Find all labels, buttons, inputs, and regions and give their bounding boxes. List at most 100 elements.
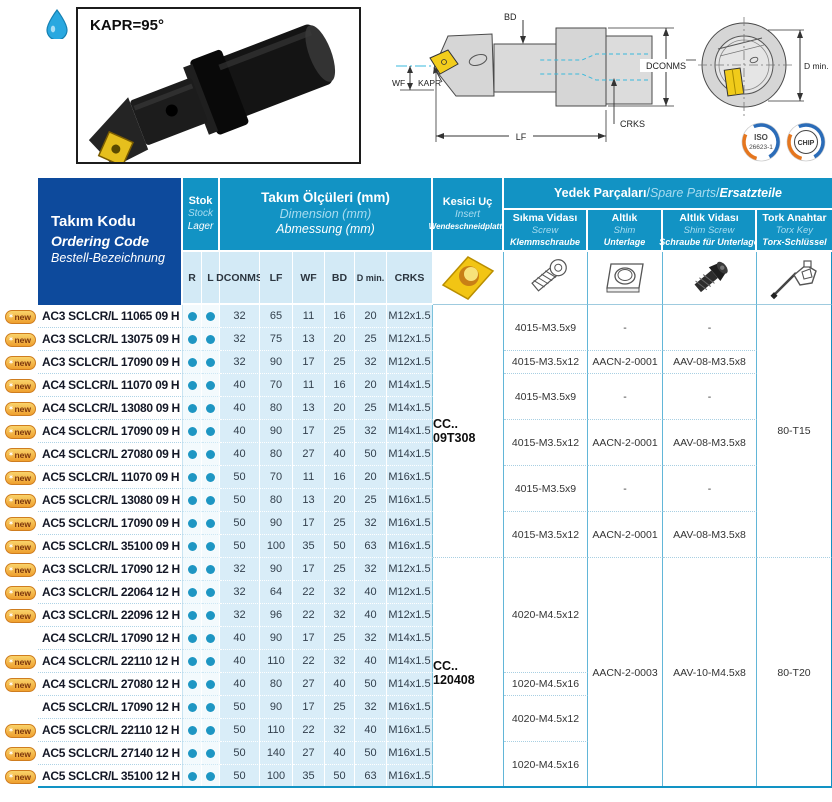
new-badge: ✶ new	[5, 493, 36, 508]
stock-dot	[187, 610, 197, 620]
stock-r-cell	[183, 420, 202, 443]
stock-l-cell	[202, 328, 220, 351]
stock-r-cell	[183, 489, 202, 512]
stock-dot	[206, 495, 215, 505]
row-code: AC3 SCLCR/L 13075 09 H	[38, 328, 183, 351]
dconms-value: 50	[220, 535, 260, 558]
stock-r-cell	[183, 604, 202, 627]
crks-value: M16x1.5	[387, 719, 433, 742]
stock-dot	[187, 702, 197, 712]
stock-dot	[206, 426, 215, 436]
col-header-lf: LF	[260, 252, 293, 305]
bd-value: 50	[325, 535, 355, 558]
lf-value: 90	[260, 351, 293, 374]
stock-dot	[187, 748, 197, 758]
new-badge-cell: ✶ new	[0, 328, 38, 351]
stock-l-cell	[202, 558, 220, 581]
row-code: AC3 SCLCR/L 17090 12 H	[38, 558, 183, 581]
new-badge-cell: ✶ new	[0, 397, 38, 420]
stock-dot	[206, 610, 215, 620]
dmin-value: 25	[355, 328, 387, 351]
stock-dot	[187, 334, 197, 344]
shim-column-header: Altlık Shim Unterlage	[588, 210, 663, 252]
bd-value: 32	[325, 719, 355, 742]
stock-l-cell	[202, 604, 220, 627]
torx-header-de: Torx-Schlüssel	[762, 236, 827, 247]
crks-value: M16x1.5	[387, 535, 433, 558]
wf-value: 13	[293, 489, 325, 512]
stock-r-cell	[183, 558, 202, 581]
shim-screw-value: AAV-08-M3.5x8	[663, 351, 757, 374]
stock-dot	[187, 403, 197, 413]
wf-value: 13	[293, 328, 325, 351]
crks-value: M12x1.5	[387, 328, 433, 351]
lf-value: 80	[260, 397, 293, 420]
new-badge-cell: ✶ new	[0, 351, 38, 374]
catalog-table: Takım Kodu Ordering Code Bestell-Bezeich…	[0, 178, 832, 788]
screw-value: 4020-M4.5x12	[504, 558, 588, 673]
crks-value: M14x1.5	[387, 627, 433, 650]
screw-value: 4015-M3.5x9	[504, 305, 588, 351]
dconms-value: 32	[220, 604, 260, 627]
stock-r-cell	[183, 765, 202, 788]
shim-screw-value: AAV-08-M3.5x8	[663, 420, 757, 466]
dconms-value: 40	[220, 397, 260, 420]
stock-dot	[206, 403, 215, 413]
bd-value: 50	[325, 765, 355, 788]
bd-value: 25	[325, 696, 355, 719]
wf-value: 17	[293, 351, 325, 374]
side-view-drawing: BD DCONMS WF KAPR LF CRKS	[392, 12, 696, 142]
dconms-value: 32	[220, 581, 260, 604]
col-header-dconms: DCONMS	[216, 252, 263, 305]
col-header-crks: CRKS	[387, 252, 433, 305]
dconms-value: 40	[220, 650, 260, 673]
stock-dot	[187, 495, 197, 505]
bd-value: 32	[325, 581, 355, 604]
iso-label: ISO	[754, 133, 768, 142]
torx-key-photo-icon	[770, 260, 817, 300]
dconms-value: 50	[220, 466, 260, 489]
lf-value: 140	[260, 742, 293, 765]
dconms-value: 40	[220, 420, 260, 443]
row-code: AC4 SCLCR/L 11070 09 H	[38, 374, 183, 397]
lf-value: 90	[260, 696, 293, 719]
lf-value: 100	[260, 535, 293, 558]
insert-code: CC.. 09T308	[433, 305, 504, 558]
lf-value: 80	[260, 443, 293, 466]
stock-r-cell	[183, 443, 202, 466]
crks-value: M14x1.5	[387, 673, 433, 696]
wf-value: 11	[293, 305, 325, 328]
new-badge-cell: ✶ new	[0, 581, 38, 604]
dmin-value: 40	[355, 719, 387, 742]
row-code: AC5 SCLCR/L 11070 09 H	[38, 466, 183, 489]
screw-header-tr: Sıkma Vidası	[512, 211, 578, 224]
wf-value: 17	[293, 627, 325, 650]
row-code: AC5 SCLCR/L 35100 12 H	[38, 765, 183, 788]
iso-26623-badge: ISO 26623-1	[741, 122, 781, 162]
dmin-value: 50	[355, 742, 387, 765]
insert-photo	[433, 252, 504, 305]
dconms-value: 32	[220, 558, 260, 581]
dmin-value: 50	[355, 443, 387, 466]
new-badge: ✶ new	[5, 378, 36, 393]
spare-parts-header: Yedek Parçaları / Spare Parts / Ersatzte…	[504, 178, 832, 210]
stock-dot	[206, 541, 215, 551]
dmin-value: 25	[355, 489, 387, 512]
stock-dot	[206, 564, 215, 574]
row-code: AC5 SCLCR/L 22110 12 H	[38, 719, 183, 742]
stock-dot	[206, 472, 215, 482]
stock-dot	[187, 357, 197, 367]
wf-value: 17	[293, 512, 325, 535]
ordering-header-de: Bestell-Bezeichnung	[51, 250, 165, 265]
dmin-value: 20	[355, 466, 387, 489]
ordering-header-tr: Takım Kodu	[51, 213, 136, 230]
crks-dim-label: CRKS	[620, 119, 645, 129]
row-code: AC5 SCLCR/L 13080 09 H	[38, 489, 183, 512]
stock-dot	[206, 587, 215, 597]
insert-header-en: Insert	[454, 209, 480, 221]
stock-r-cell	[183, 305, 202, 328]
shim-screw-value: -	[663, 305, 757, 351]
stock-header-tr: Stok	[188, 194, 213, 207]
stock-l-cell	[202, 696, 220, 719]
